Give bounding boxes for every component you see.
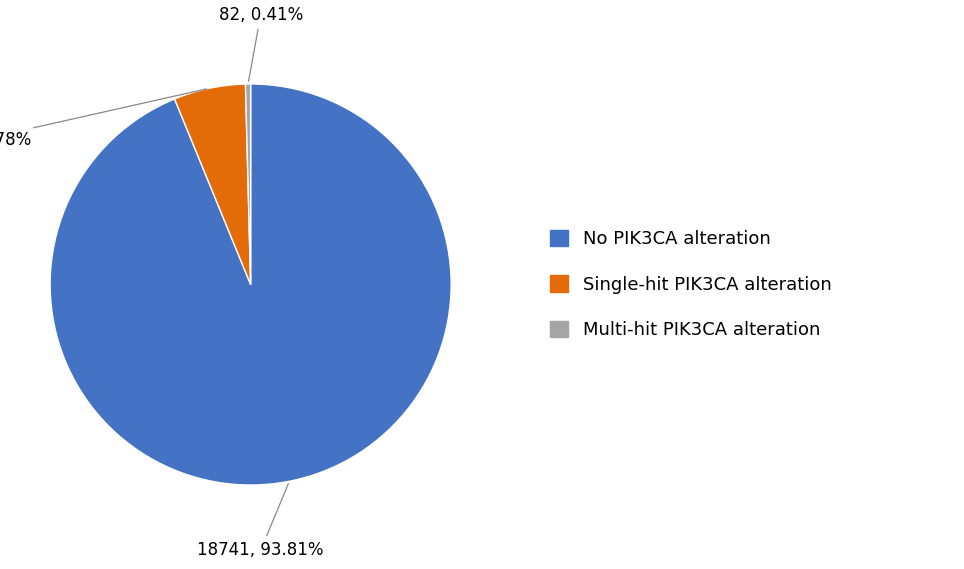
- Legend: No PIK3CA alteration, Single-hit PIK3CA alteration, Multi-hit PIK3CA alteration: No PIK3CA alteration, Single-hit PIK3CA …: [550, 230, 832, 339]
- Text: 18741, 93.81%: 18741, 93.81%: [198, 484, 324, 559]
- Text: 1155, 5.78%: 1155, 5.78%: [0, 89, 206, 149]
- Wedge shape: [174, 84, 251, 284]
- Text: 82, 0.41%: 82, 0.41%: [219, 6, 303, 81]
- Wedge shape: [50, 84, 451, 485]
- Wedge shape: [246, 84, 251, 284]
